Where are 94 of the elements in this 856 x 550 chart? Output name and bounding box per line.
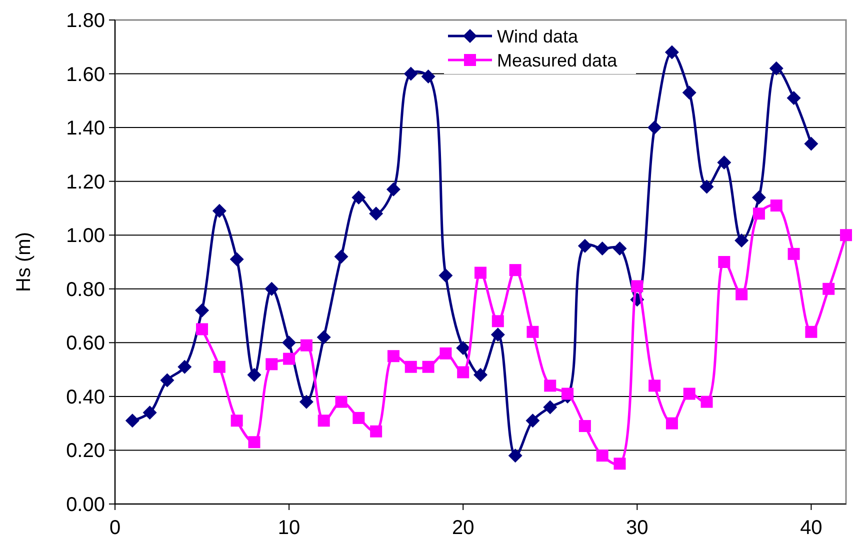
point	[822, 282, 835, 295]
point	[282, 336, 296, 350]
point	[457, 366, 470, 378]
point	[316, 330, 331, 344]
point	[404, 66, 418, 81]
point	[440, 347, 452, 360]
y-tick-label: 0.00	[66, 494, 105, 516]
y-tick-label: 0.80	[66, 278, 105, 301]
point	[840, 229, 852, 242]
point	[456, 341, 470, 356]
point	[664, 45, 679, 60]
point	[370, 425, 382, 438]
point	[283, 352, 296, 365]
point	[562, 388, 574, 400]
point	[648, 120, 662, 135]
point	[266, 358, 278, 370]
point	[788, 248, 800, 260]
point	[334, 250, 348, 264]
point	[230, 414, 243, 427]
point	[700, 180, 714, 194]
point	[195, 303, 210, 318]
point	[526, 326, 539, 338]
point	[509, 264, 522, 276]
point	[247, 368, 262, 382]
point	[352, 190, 366, 204]
y-tick-label: 1.00	[66, 225, 105, 248]
point	[752, 208, 765, 220]
y-tick-label: 0.20	[66, 440, 105, 462]
point	[734, 233, 749, 248]
point	[543, 400, 558, 414]
point	[666, 417, 678, 430]
x-tick-label: 40	[800, 517, 822, 539]
point	[230, 252, 244, 266]
point	[526, 414, 540, 428]
point	[804, 136, 818, 151]
point	[805, 326, 818, 338]
y-axis-title: Hs (m)	[13, 232, 35, 292]
point	[700, 396, 713, 408]
point	[160, 373, 174, 388]
point	[422, 360, 434, 373]
point	[578, 238, 592, 253]
point	[631, 280, 644, 292]
legend-label: Wind data	[497, 26, 580, 46]
point	[544, 380, 556, 392]
point	[125, 414, 140, 428]
point	[508, 448, 522, 463]
x-tick-label: 30	[626, 517, 648, 539]
point	[648, 380, 661, 392]
point	[578, 420, 591, 432]
y-tick-label: 1.40	[66, 118, 105, 140]
point	[335, 396, 348, 408]
legend-label: Measured data	[497, 50, 618, 70]
point	[421, 69, 436, 84]
y-tick-label: 1.20	[66, 171, 105, 194]
point	[196, 323, 208, 336]
x-tick-label: 10	[278, 517, 300, 539]
point	[299, 394, 314, 409]
y-tick-label: 0.40	[66, 386, 105, 408]
point	[769, 61, 784, 76]
point	[404, 360, 417, 373]
point	[474, 266, 486, 279]
point	[492, 315, 504, 328]
point	[614, 458, 626, 470]
point	[786, 90, 801, 105]
point	[752, 190, 766, 204]
y-tick-label: 1.80	[66, 10, 105, 32]
point	[736, 288, 748, 300]
point	[352, 412, 365, 424]
point	[264, 282, 279, 296]
point	[683, 388, 696, 400]
point	[248, 436, 260, 448]
x-tick-label: 20	[452, 517, 474, 539]
point	[142, 406, 157, 420]
x-tick-label: 0	[109, 517, 121, 539]
point	[318, 414, 330, 427]
point	[682, 86, 696, 100]
point	[212, 204, 226, 218]
point	[770, 200, 782, 212]
point	[369, 206, 384, 221]
point	[386, 182, 400, 196]
point	[178, 360, 192, 374]
point	[490, 328, 505, 342]
point	[717, 156, 732, 170]
point	[213, 360, 226, 373]
point	[612, 242, 627, 256]
point	[438, 268, 453, 282]
point	[387, 350, 400, 362]
point	[474, 368, 488, 382]
point	[595, 242, 610, 256]
y-tick-label: 1.60	[66, 64, 105, 86]
y-tick-label: 0.60	[66, 332, 105, 355]
point	[596, 450, 608, 462]
point	[300, 339, 312, 352]
point	[718, 256, 730, 268]
